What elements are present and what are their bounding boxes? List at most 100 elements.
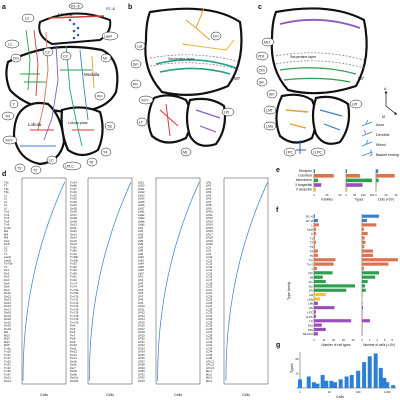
- type-label: LPi20: [138, 337, 145, 341]
- compass-a: A: [384, 87, 387, 91]
- hist-bar: [333, 382, 338, 388]
- cell-label-a-15: C2: [42, 47, 54, 57]
- type-label: Tm33: [70, 193, 77, 197]
- type-label: LPi2: [138, 278, 144, 282]
- svg-text:Axon: Axon: [376, 123, 384, 127]
- class-x-label: Types: [355, 198, 364, 202]
- family-bar: [314, 284, 356, 288]
- type-label: LPt15: [206, 226, 213, 230]
- c-mlt-trace: [279, 18, 361, 29]
- type-label: Tm36: [4, 369, 11, 373]
- family-label: T3: [310, 245, 314, 249]
- cell-label-a-17: Mi: [100, 53, 112, 63]
- c-m7-line: [275, 60, 365, 69]
- type-label: LC38: [206, 333, 213, 337]
- class-tick: 20: [385, 193, 388, 197]
- type-label: Pm5: [70, 327, 76, 331]
- type-label: Tm37: [70, 187, 77, 191]
- type-label: Tm20: [4, 226, 11, 230]
- legend-axon: Axon: [361, 119, 384, 127]
- cell-label-c-7: LPt: [349, 99, 363, 109]
- svg-text:L1: L1: [8, 43, 12, 47]
- type-label: LC35: [206, 324, 213, 328]
- family-bar: [362, 249, 373, 253]
- type-label: C2: [4, 245, 8, 249]
- type-label: Pm7: [70, 333, 76, 337]
- cell-label-a-18: Dm: [10, 53, 22, 63]
- hist-bar: [378, 367, 383, 388]
- type-label: LMa2: [138, 213, 145, 217]
- type-label: Tm27: [4, 356, 11, 360]
- family-label: T2: [310, 241, 314, 245]
- cell-label-b-6: LPi: [221, 107, 235, 117]
- type-label: Tm29: [4, 359, 11, 363]
- type-label: TmY4: [70, 285, 77, 289]
- type-label: TmY15: [70, 307, 79, 311]
- cell-label-a-6: TmY: [2, 135, 18, 145]
- panel-g-letter: g: [276, 342, 280, 349]
- type-label: Dm12: [4, 294, 11, 298]
- type-label: LMa5: [138, 223, 145, 227]
- type-label: LPt8: [206, 203, 212, 207]
- c-lpt-trace: [319, 109, 343, 131]
- type-label: Dm4: [4, 281, 10, 285]
- hist-bar: [315, 383, 320, 388]
- type-label: TmY14: [70, 304, 79, 308]
- family-label: MLLPLt: [303, 332, 313, 336]
- family-tick: 8: [391, 338, 393, 342]
- type-label: TmY18: [70, 314, 79, 318]
- family-bar: [362, 214, 379, 218]
- type-label: Pm1: [4, 268, 10, 272]
- class-bar: [346, 178, 372, 183]
- type-label: Sm02: [4, 324, 11, 328]
- hist-bar: [324, 380, 329, 388]
- type-label: Pm2: [4, 271, 10, 275]
- family-bar: [314, 314, 316, 318]
- type-label: LPi33: [138, 379, 145, 383]
- family-label: C: [311, 232, 313, 236]
- type-label: Dm9: [4, 288, 10, 292]
- type-label: LPi6: [138, 291, 144, 295]
- family-tick: 40: [352, 338, 355, 342]
- type-label: TmY3: [70, 281, 77, 285]
- svg-text:Lawf: Lawf: [104, 35, 112, 39]
- family-label: LPC: [307, 310, 313, 314]
- type-label: LC45: [206, 353, 213, 357]
- c-lmt-trace: [285, 109, 309, 129]
- type-label: Dm3b: [70, 359, 77, 363]
- type-label: LC16: [206, 275, 213, 279]
- cell-label-b-5: LT: [136, 117, 148, 127]
- class-label: Interneuron: [296, 178, 313, 182]
- type-label: Tm20b: [70, 258, 79, 262]
- type-label: LPi24: [138, 350, 145, 354]
- class-label: Columnar: [298, 174, 313, 178]
- type-label: Sm12: [70, 229, 77, 233]
- hist-bar: [391, 385, 396, 388]
- type-label: LM8: [138, 249, 144, 253]
- b-serpentine-label: Serpentine layer: [168, 57, 195, 61]
- type-label: LC46: [206, 356, 213, 360]
- family-bar: [314, 301, 318, 305]
- type-label: LPi9: [138, 301, 144, 305]
- type-label: Dm13: [4, 298, 11, 302]
- family-bar: [362, 293, 364, 297]
- svg-text:Basket ending: Basket ending: [376, 153, 399, 157]
- hist-bar: [344, 376, 349, 388]
- type-label: TmY11: [70, 298, 79, 302]
- type-label: Dm9b: [70, 372, 77, 376]
- svg-text:Dm: Dm: [259, 69, 265, 73]
- type-label: Tm5a: [4, 346, 11, 350]
- type-label: LMt3: [138, 258, 144, 262]
- type-label: LPi22: [138, 343, 145, 347]
- type-label: LPi21: [138, 340, 145, 344]
- type-label: LPt6: [206, 197, 212, 201]
- type-label: LPt19: [206, 239, 213, 243]
- type-label: LC37: [206, 330, 213, 334]
- class-bar: [314, 178, 319, 183]
- family-bar: [314, 245, 315, 249]
- type-label: LMt1: [138, 180, 144, 184]
- svg-text:C2: C2: [45, 51, 50, 55]
- cell-label-b-0: Lat: [134, 41, 146, 51]
- type-label: LC31: [206, 314, 213, 318]
